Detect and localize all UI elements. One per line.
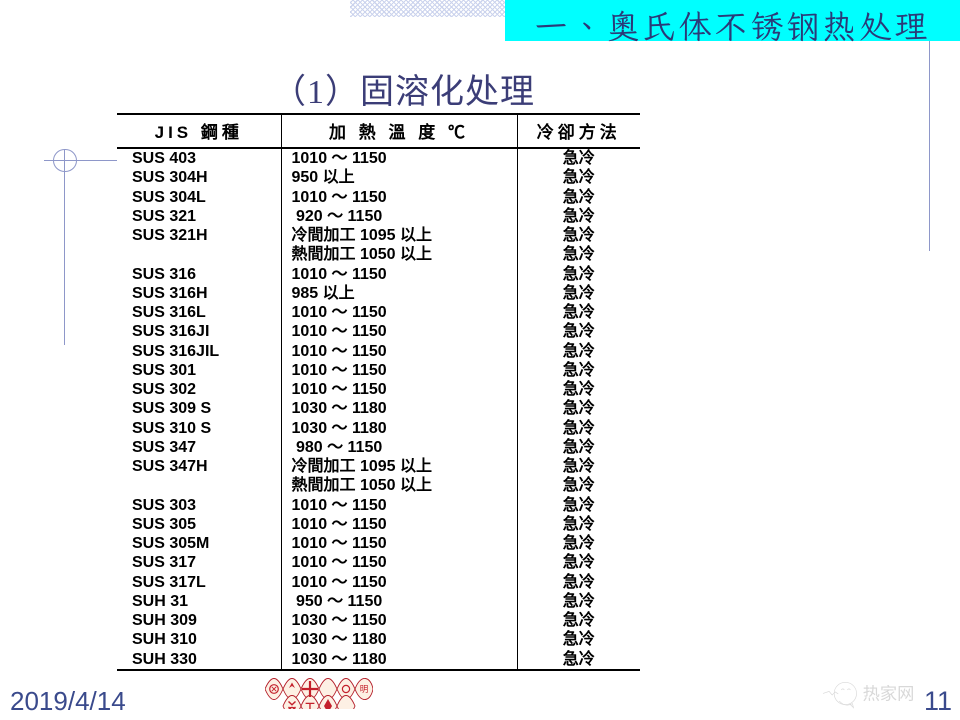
svg-text:热家网: 热家网 [863, 684, 915, 704]
svg-text:明: 明 [360, 684, 369, 694]
svg-text:工: 工 [305, 702, 316, 710]
